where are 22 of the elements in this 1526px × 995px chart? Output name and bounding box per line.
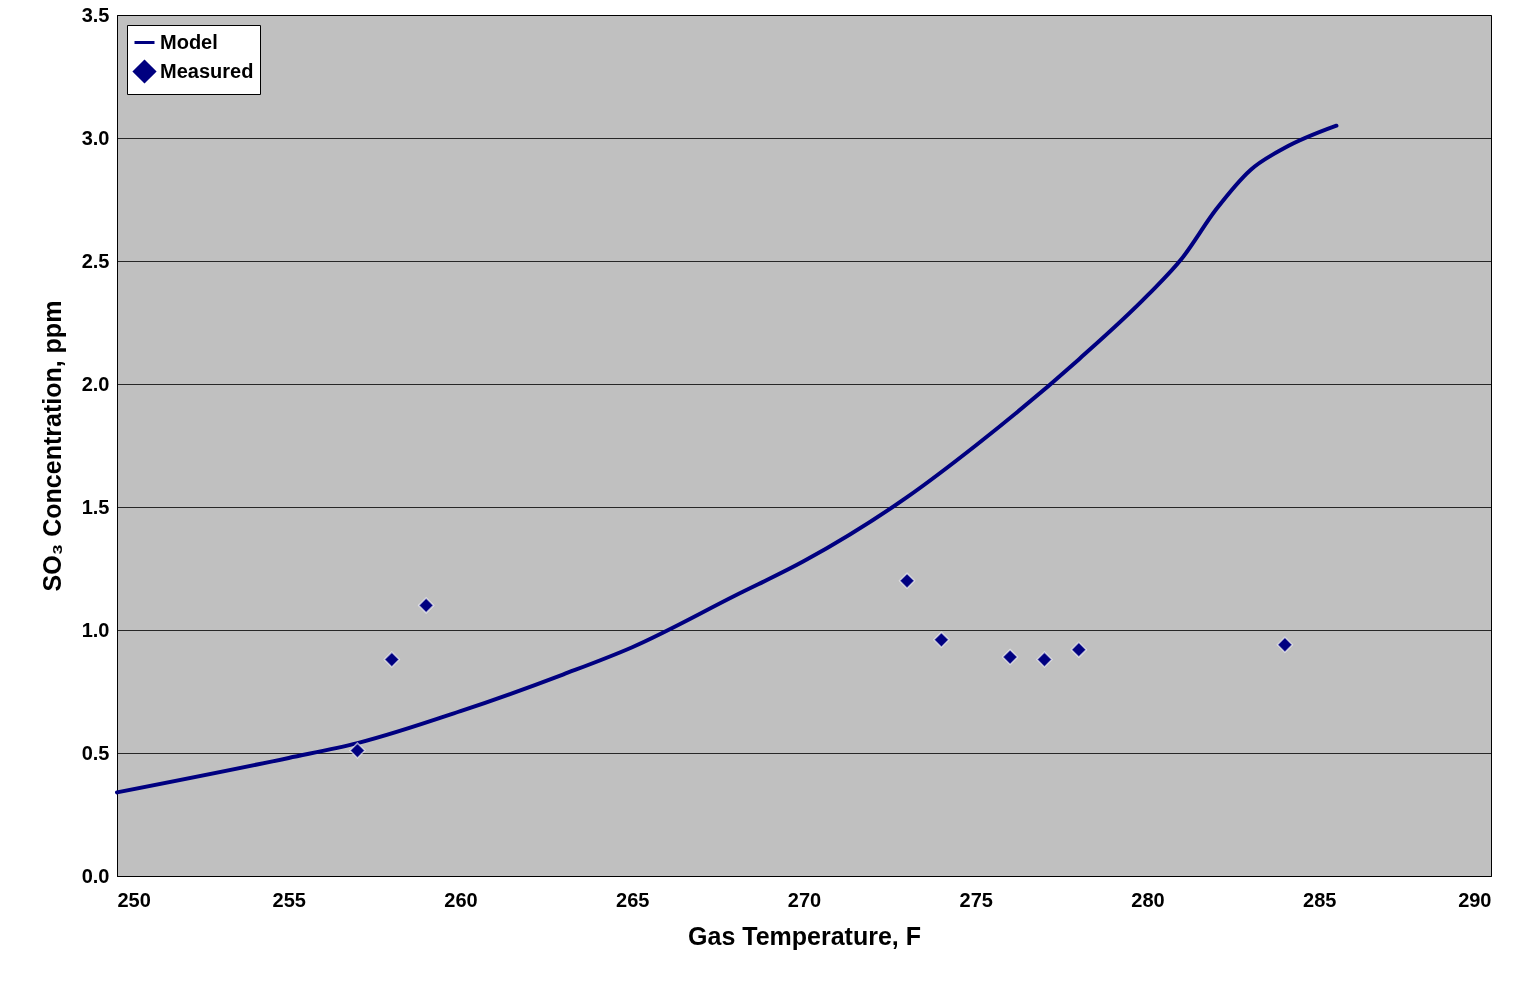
y-tick-label: 2.5 xyxy=(81,249,110,272)
legend-label: Measured xyxy=(160,59,254,82)
y-tick-label: 3.5 xyxy=(81,3,110,26)
y-tick-label: 0.5 xyxy=(81,741,110,764)
x-tick-label: 260 xyxy=(444,888,478,911)
y-tick-label: 3.0 xyxy=(81,126,110,149)
y-axis-title: SO₃ Concentration, ppm xyxy=(37,300,66,592)
line-series xyxy=(115,123,1339,795)
x-axis-title: Gas Temperature, F xyxy=(688,921,921,950)
x-tick-label: 285 xyxy=(1303,888,1337,911)
x-tick-label: 275 xyxy=(959,888,993,911)
y-tick-label: 0.0 xyxy=(81,864,110,887)
x-tick-label: 280 xyxy=(1131,888,1165,911)
y-tick-label: 2.0 xyxy=(81,372,110,395)
y-tick-label: 1.0 xyxy=(81,618,110,641)
x-tick-label: 270 xyxy=(787,888,822,911)
legend-label: Model xyxy=(160,30,218,53)
x-tick-label: 255 xyxy=(272,888,306,911)
x-tick-label: 290 xyxy=(1458,888,1492,911)
x-tick-label: 250 xyxy=(117,888,151,911)
y-tick-label: 1.5 xyxy=(81,495,110,518)
x-tick-label: 265 xyxy=(616,888,650,911)
